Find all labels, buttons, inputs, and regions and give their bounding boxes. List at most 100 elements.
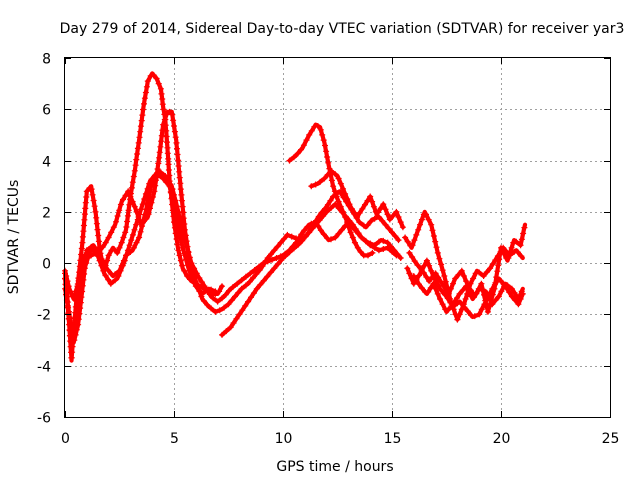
data-point (132, 162, 139, 169)
data-point (227, 324, 234, 331)
data-point (389, 229, 395, 236)
data-point (144, 200, 151, 207)
data-point (415, 226, 422, 233)
data-point (186, 267, 193, 274)
data-point (176, 168, 183, 175)
series-trace-4 (62, 171, 219, 351)
data-point (298, 146, 304, 153)
data-point (370, 203, 377, 210)
data-point (102, 272, 109, 279)
data-point (513, 238, 520, 245)
data-point (66, 321, 73, 328)
data-point (208, 305, 215, 312)
data-point (178, 191, 185, 198)
data-point (228, 297, 235, 304)
data-point (82, 199, 89, 206)
data-point (230, 320, 237, 326)
data-point (450, 280, 456, 287)
data-point (223, 328, 230, 335)
data-point (486, 296, 493, 302)
data-series (62, 71, 528, 363)
data-point (316, 217, 323, 224)
data-point (333, 193, 340, 200)
data-point (492, 297, 499, 304)
data-point (83, 188, 90, 195)
data-point (294, 150, 301, 157)
data-point (517, 242, 524, 249)
data-point (77, 287, 84, 294)
data-point (155, 160, 162, 167)
data-point (468, 312, 474, 319)
data-point (432, 270, 439, 277)
data-point (504, 282, 511, 289)
data-point (494, 268, 501, 275)
data-point (130, 173, 137, 180)
data-point (460, 273, 467, 279)
data-point (93, 220, 100, 227)
data-point (337, 203, 344, 210)
data-point (404, 238, 411, 245)
data-point (114, 249, 121, 256)
data-point (354, 244, 361, 251)
data-point (98, 262, 105, 269)
data-point (447, 285, 454, 292)
data-point (157, 143, 164, 150)
data-point (147, 72, 154, 79)
data-point (134, 216, 141, 223)
data-point (256, 263, 262, 270)
data-point (349, 221, 356, 228)
data-point (498, 288, 505, 295)
data-point (130, 244, 137, 251)
data-point (83, 260, 90, 267)
data-point (338, 226, 345, 233)
y-tick-label: 6 (42, 103, 51, 119)
data-point (384, 211, 391, 218)
data-point (174, 241, 181, 248)
data-point (459, 287, 466, 294)
data-point (177, 186, 184, 193)
data-point (375, 247, 382, 254)
data-point (247, 270, 254, 277)
data-point (193, 270, 200, 277)
x-tick-label: 25 (602, 431, 620, 447)
data-point (476, 311, 483, 318)
data-point (295, 235, 302, 242)
data-point (375, 214, 382, 220)
data-point (183, 256, 189, 263)
data-point (137, 228, 144, 235)
data-point (323, 148, 330, 155)
data-point (508, 293, 515, 300)
data-point (122, 229, 129, 236)
data-point (65, 310, 72, 317)
data-point (496, 256, 503, 263)
data-point (300, 142, 307, 149)
data-point (124, 218, 131, 225)
data-point (208, 286, 215, 293)
data-point (288, 233, 295, 240)
data-point (290, 245, 297, 252)
data-point (173, 216, 180, 223)
data-point (80, 222, 87, 229)
data-point (125, 207, 132, 214)
data-point (141, 95, 148, 102)
data-point (192, 283, 199, 290)
data-point (521, 224, 528, 231)
data-point (384, 239, 391, 246)
data-point (153, 75, 160, 82)
data-point (493, 274, 500, 281)
data-point (94, 226, 101, 233)
data-point (487, 265, 494, 272)
data-point (188, 260, 195, 267)
data-point (146, 180, 153, 187)
data-point (65, 315, 72, 322)
data-point (426, 262, 433, 269)
data-point (188, 273, 195, 279)
data-point (313, 221, 320, 228)
data-point (226, 287, 232, 294)
data-point (165, 155, 172, 162)
data-point (158, 132, 165, 139)
data-point (267, 269, 274, 276)
data-point (500, 249, 507, 256)
y-axis-label: SDTVAR / TECUs (6, 180, 22, 295)
data-point (465, 288, 472, 295)
